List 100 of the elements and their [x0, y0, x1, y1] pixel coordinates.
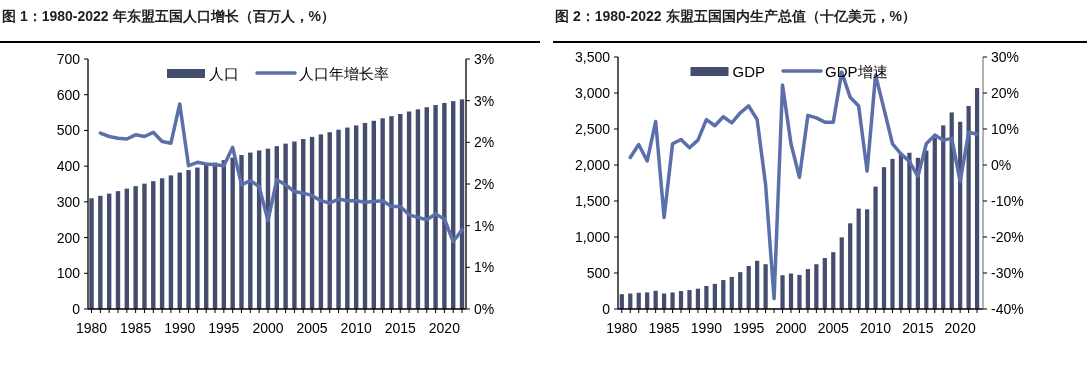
y-tick-label: 0	[72, 301, 81, 317]
x-tick-label: 1985	[648, 320, 680, 336]
y2-tick-label: 20%	[991, 85, 1020, 101]
bar	[195, 167, 200, 309]
y-tick-label: 1,000	[574, 229, 611, 245]
y-tick-label: 2,000	[574, 157, 611, 173]
bar	[204, 165, 209, 309]
bar	[345, 127, 350, 309]
y2-tick-label: 1%	[474, 259, 495, 276]
y-tick-label: 600	[56, 86, 81, 103]
bar	[755, 260, 760, 309]
chart-title: 图 1：1980-2022 年东盟五国人口增长（百万人，%）	[2, 8, 335, 24]
bar	[687, 290, 692, 309]
x-tick-label: 1990	[690, 320, 723, 336]
bar	[738, 272, 743, 309]
y-tick-label: 300	[56, 193, 81, 210]
line-series	[98, 102, 464, 244]
y2-tick-label: 30%	[991, 49, 1020, 65]
y-tick-label: 200	[56, 229, 81, 246]
bar	[839, 237, 844, 309]
bar	[380, 118, 385, 309]
x-tick-label: 2000	[775, 320, 807, 336]
bar	[124, 188, 130, 309]
bar	[186, 170, 191, 309]
y-tick-label: 3,500	[574, 49, 611, 65]
bar	[442, 102, 447, 309]
bar	[924, 150, 929, 309]
bar	[704, 285, 709, 309]
bar	[831, 252, 836, 309]
x-tick-label: 1995	[208, 320, 240, 336]
bar	[89, 198, 94, 309]
x-tick-label: 2005	[296, 320, 328, 336]
y-tick-label: 400	[56, 158, 81, 175]
bar	[433, 105, 438, 309]
x-tick-label: 1980	[606, 320, 638, 336]
x-tick-label: 1990	[164, 320, 196, 336]
bar	[865, 209, 870, 309]
bar	[115, 191, 121, 309]
bar	[721, 280, 726, 309]
bar	[848, 223, 853, 309]
bar	[873, 186, 878, 309]
bar	[670, 292, 675, 309]
x-tick-label: 2010	[859, 320, 892, 336]
bar	[974, 87, 980, 309]
bar	[881, 167, 887, 309]
bar	[645, 292, 650, 309]
y2-tick-label: 2%	[474, 134, 495, 151]
y2-tick-label: 3%	[474, 51, 495, 67]
bar	[292, 141, 297, 309]
bar	[805, 269, 811, 309]
bar	[729, 276, 734, 309]
bar	[814, 264, 819, 309]
x-tick-label: 2020	[428, 320, 461, 336]
y2-tick-label: -40%	[991, 301, 1024, 317]
bar	[898, 153, 904, 309]
bar	[106, 193, 112, 309]
bar	[856, 208, 861, 309]
bar	[797, 274, 802, 309]
bar	[142, 183, 147, 309]
bar	[168, 175, 174, 309]
y2-tick-label: 3%	[474, 92, 495, 109]
y-tick-label: 2,500	[574, 121, 611, 137]
y2-tick-label: 0%	[474, 301, 495, 317]
bar	[133, 186, 138, 309]
x-tick-label: 2020	[944, 320, 976, 336]
y2-tick-label: -20%	[991, 229, 1024, 245]
y2-tick-label: -10%	[991, 193, 1024, 209]
legend-label: 人口年增长率	[299, 65, 389, 82]
legend-label: GDP	[732, 63, 766, 80]
y2-tick-label: 1%	[474, 217, 495, 234]
x-tick-label: 1985	[120, 320, 152, 336]
x-tick-label: 2005	[817, 320, 850, 336]
x-tick-label: 2000	[252, 320, 284, 336]
bar	[283, 143, 288, 309]
bar	[177, 172, 182, 309]
bar	[941, 125, 946, 309]
x-tick-label: 2010	[340, 320, 372, 336]
y-tick-label: 100	[56, 265, 81, 282]
y-tick-label: 500	[56, 122, 81, 139]
bar	[746, 265, 751, 309]
bar	[788, 273, 794, 309]
x-tick-label: 2015	[384, 320, 417, 336]
bar	[98, 195, 103, 309]
bar	[230, 157, 235, 309]
x-tick-label: 1980	[75, 320, 108, 336]
bar	[890, 158, 895, 309]
bar	[389, 116, 394, 309]
bar	[336, 129, 341, 309]
y2-tick-label: 0%	[991, 157, 1012, 173]
y-tick-label: 700	[56, 51, 81, 67]
legend-label: 人口	[209, 65, 239, 82]
y-tick-label: 1,500	[574, 193, 611, 209]
bar	[780, 275, 785, 309]
x-tick-label: 2015	[902, 320, 934, 336]
y2-tick-label: 2%	[474, 176, 495, 192]
bar	[822, 258, 827, 309]
bar	[907, 152, 912, 309]
chart-title: 图 2：1980-2022 东盟五国国内生产总值（十亿美元，%）	[555, 8, 916, 24]
bar	[932, 137, 937, 309]
x-tick-label: 1995	[733, 320, 765, 336]
